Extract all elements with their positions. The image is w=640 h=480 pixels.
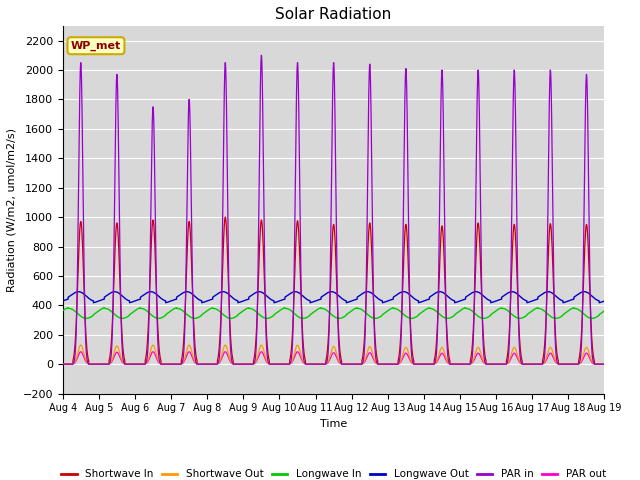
Text: WP_met: WP_met — [71, 41, 121, 51]
X-axis label: Time: Time — [320, 419, 348, 429]
Title: Solar Radiation: Solar Radiation — [275, 7, 392, 22]
Y-axis label: Radiation (W/m2, umol/m2/s): Radiation (W/m2, umol/m2/s) — [7, 128, 17, 292]
Legend: Shortwave In, Shortwave Out, Longwave In, Longwave Out, PAR in, PAR out: Shortwave In, Shortwave Out, Longwave In… — [57, 465, 610, 480]
